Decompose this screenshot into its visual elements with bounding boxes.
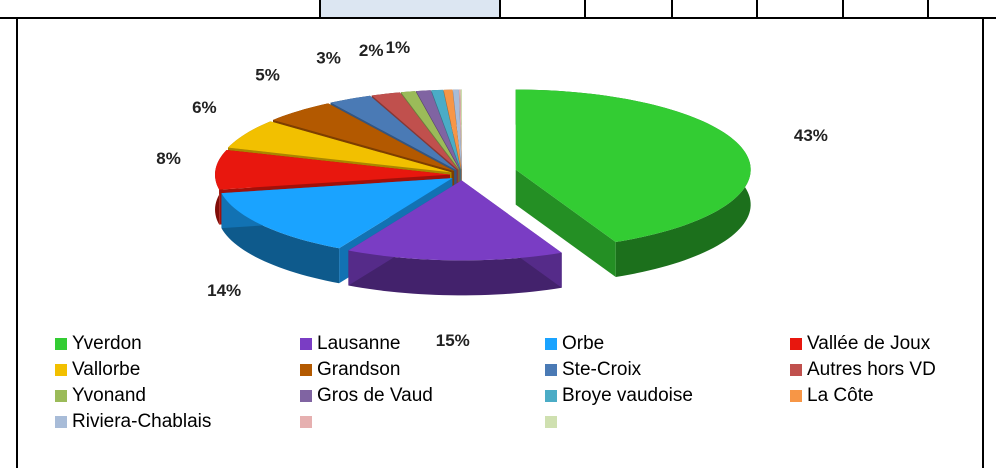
legend-swatch (55, 390, 67, 402)
legend-swatch (545, 416, 557, 428)
legend-label: Riviera-Chablais (72, 411, 211, 432)
slice-side (348, 250, 562, 296)
data-label: 15% (436, 331, 470, 350)
slice (460, 89, 462, 170)
slice (227, 121, 452, 173)
slice (431, 89, 461, 170)
legend-label: Lausanne (317, 333, 400, 354)
legend-swatch (55, 364, 67, 376)
data-label: 6% (192, 98, 217, 117)
legend-label: Ste-Croix (562, 359, 642, 380)
legend-label: Autres hors VD (807, 359, 936, 380)
slice (330, 95, 457, 171)
legend-swatch (300, 416, 312, 428)
slice (400, 91, 460, 170)
slice (348, 180, 562, 261)
pie-chart: 43% 15% 14% 8% 6% 5% 3% 2% 1% (156, 38, 828, 350)
legend-swatch (300, 390, 312, 402)
slice (221, 178, 453, 249)
legend-swatch (790, 338, 802, 350)
legend-swatch (300, 338, 312, 350)
legend-label: Vallée de Joux (807, 333, 931, 354)
legend-swatch (55, 416, 67, 428)
legend-swatch (790, 364, 802, 376)
legend-swatch (300, 364, 312, 376)
legend-swatch (790, 390, 802, 402)
legend-swatch (545, 364, 557, 376)
data-label: 43% (794, 126, 828, 145)
slice (515, 89, 751, 242)
legend-swatch (55, 338, 67, 350)
legend-swatch (545, 338, 557, 350)
slice (443, 89, 462, 170)
data-label: 3% (316, 48, 341, 67)
data-label: 8% (156, 149, 181, 168)
legend-label: Gros de Vaud (317, 385, 433, 406)
legend-label: La Côte (807, 385, 874, 406)
legend-label: Grandson (317, 359, 400, 380)
legend-label: Yvonand (72, 385, 146, 406)
data-label: 14% (207, 281, 241, 300)
legend-label: Broye vaudoise (562, 385, 693, 406)
slice (371, 92, 459, 170)
data-label: 2% (359, 41, 384, 60)
slice (458, 89, 462, 170)
slice-side (221, 193, 340, 284)
slice (416, 90, 461, 170)
legend-label: Vallorbe (72, 359, 140, 380)
selected-cell[interactable] (320, 0, 500, 18)
slice (272, 103, 455, 171)
legend-label: Yverdon (72, 333, 142, 354)
slice (452, 89, 462, 170)
legend-swatch (545, 390, 557, 402)
legend: Yverdon Lausanne Orbe Vallée de Joux Vallorb… (55, 333, 936, 432)
slice-wall (515, 169, 616, 277)
legend-label: Orbe (562, 333, 604, 354)
data-label: 5% (255, 65, 280, 84)
slice (215, 149, 451, 190)
data-label: 1% (386, 38, 411, 57)
